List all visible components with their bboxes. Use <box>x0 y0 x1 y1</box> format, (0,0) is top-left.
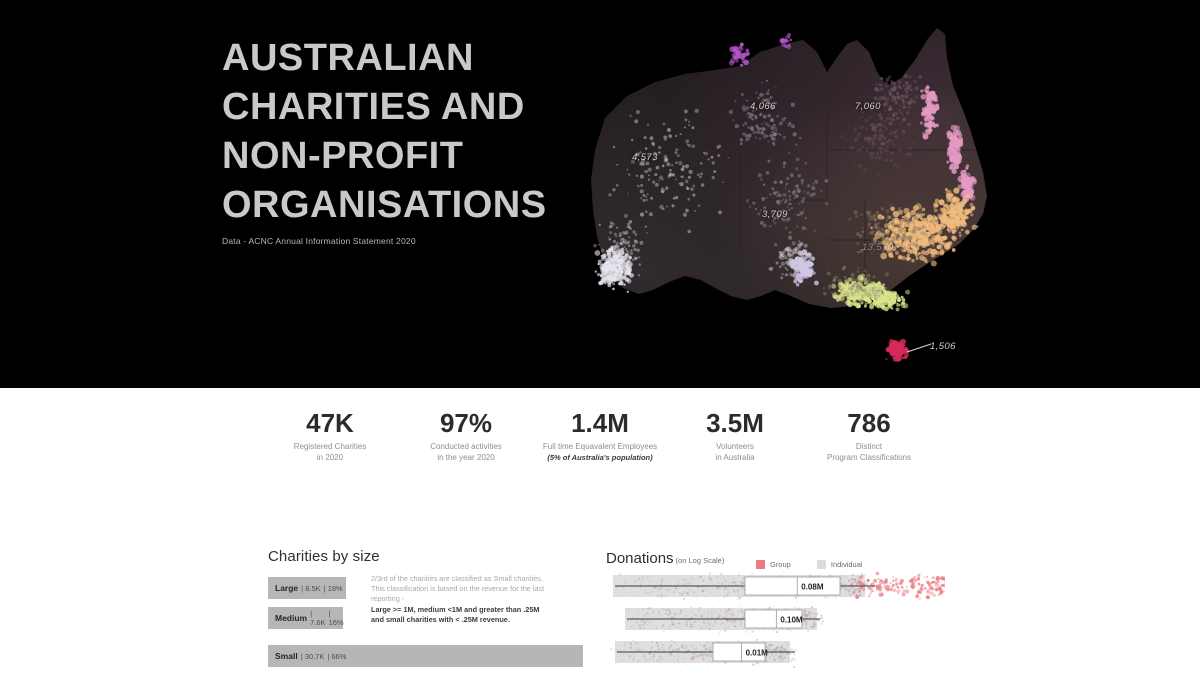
bar-label: Small <box>275 651 298 661</box>
median-label: 0.10M <box>780 616 803 625</box>
bar-medium[interactable]: Medium | 7.6K | 16% <box>268 607 344 629</box>
kpi-label-line1: Distinct <box>855 442 883 451</box>
page-title: AUSTRALIAN CHARITIES AND NON-PROFIT ORGA… <box>222 34 562 230</box>
legend-item-group[interactable]: Group <box>756 560 791 569</box>
map-label-nsw: 13,570 <box>862 242 894 253</box>
map-landmass <box>591 28 987 308</box>
kpi-label-line1: Registered Charities <box>293 442 367 451</box>
title-line-4: ORGANISATIONS <box>222 184 547 226</box>
kpi-value: 97% <box>439 408 493 438</box>
note-strong-text: Large >= 1M, medium <1M and greater than… <box>371 604 540 624</box>
kpi-conducted-activities: 97% Conducted activities in the year 202… <box>366 408 566 463</box>
data-source-caption: Data - ACNC Annual Information Statement… <box>222 236 416 246</box>
kpi-value: 47K <box>306 408 354 438</box>
map-label-tas: 1,506 <box>930 341 956 352</box>
bar-count: | 7.6K <box>310 609 326 627</box>
legend-label-individual: Individual <box>830 560 863 569</box>
boxplot-row-3: 0.01M <box>610 638 798 669</box>
bar-count: | 8.5K <box>301 583 321 593</box>
kpi-label-line2: in 2020 <box>316 453 344 462</box>
map-dots <box>593 32 979 362</box>
kpi-fte-employees: 1.4M Full time Equavalent Employees (5% … <box>500 408 700 463</box>
kpi-registered-charities: 47K Registered Charities in 2020 <box>230 408 430 463</box>
legend-swatch-individual <box>816 560 826 569</box>
hero-banner: AUSTRALIAN CHARITIES AND NON-PROFIT ORGA… <box>0 0 1200 388</box>
tasmania-leader-line <box>906 343 932 353</box>
donations-subtitle: (on Log Scale) <box>675 556 725 565</box>
legend-item-individual[interactable]: Individual <box>816 560 863 569</box>
bar-pct: | 66% <box>327 651 347 661</box>
title-line-1: AUSTRALIAN <box>222 37 474 79</box>
legend-label-group: Group <box>770 560 791 569</box>
map-label-vic: 10,262 <box>850 287 882 298</box>
kpi-value: 1.4M <box>571 408 629 438</box>
bar-count: | 30.7K <box>300 651 325 661</box>
kpi-program-classifications: 786 Distinct Program Classifications <box>769 408 969 463</box>
boxplot-row-1: 0.08M <box>613 572 945 601</box>
kpi-label-line2: Program Classifications <box>826 453 912 462</box>
bar-label: Medium <box>275 613 308 623</box>
map-label-wa: 4,573 <box>632 152 658 163</box>
kpi-label-line2: in the year 2020 <box>437 453 495 462</box>
kpi-value: 786 <box>847 408 891 438</box>
charities-by-size-note: 2/3rd of the charities are classified as… <box>371 574 546 625</box>
kpi-volunteers: 3.5M Volunteers in Australia <box>635 408 835 463</box>
australia-map[interactable]: 4,573 4,066 7,060 3,709 13,570 10,262 1,… <box>535 0 1035 388</box>
kpi-label-line1: Conducted activities <box>430 442 502 451</box>
median-label: 0.01M <box>746 649 769 658</box>
median-label: 0.08M <box>801 583 824 592</box>
kpi-label-line1: Full time Equavalent Employees <box>542 442 658 451</box>
charities-by-size-bars: Large | 8.5K | 18% Medium | 7.6K | 16% S… <box>268 577 588 675</box>
bar-large[interactable]: Large | 8.5K | 18% <box>268 577 346 599</box>
title-line-2: CHARITIES AND <box>222 86 525 128</box>
map-label-qld: 7,060 <box>855 101 881 112</box>
title-line-3: NON-PROFIT <box>222 135 464 177</box>
charities-by-size-title: Charities by size <box>268 548 380 565</box>
donations-svg: 0.08M 0.10M 0.01M <box>610 572 945 669</box>
kpi-label-line2: in Australia <box>715 453 755 462</box>
map-label-nt: 4,066 <box>750 101 776 112</box>
donations-boxplot[interactable]: 0.08M 0.10M 0.01M <box>605 572 945 672</box>
donations-legend: Group Individual <box>756 560 863 569</box>
donations-header: Donations (on Log Scale) <box>606 550 724 568</box>
charities-by-size-section: Charities by size <box>268 548 588 565</box>
bar-label: Large <box>275 583 299 593</box>
note-dim-text: 2/3rd of the charities are classified as… <box>371 574 545 604</box>
kpi-row: 47K Registered Charities in 2020 97% Con… <box>0 408 1200 478</box>
boxplot-row-2: 0.10M <box>625 605 825 635</box>
map-label-sa: 3,709 <box>762 209 788 220</box>
kpi-value: 3.5M <box>706 408 764 438</box>
kpi-label-line1: Volunteers <box>716 442 754 451</box>
donations-title: Donations <box>606 550 674 567</box>
map-svg <box>591 28 987 362</box>
bar-pct: | 18% <box>323 583 343 593</box>
bar-small[interactable]: Small | 30.7K | 66% <box>268 645 583 667</box>
bar-pct: | 16% <box>328 609 344 627</box>
kpi-label-line2: (5% of Australia's population) <box>547 453 653 462</box>
legend-swatch-group <box>756 560 765 569</box>
